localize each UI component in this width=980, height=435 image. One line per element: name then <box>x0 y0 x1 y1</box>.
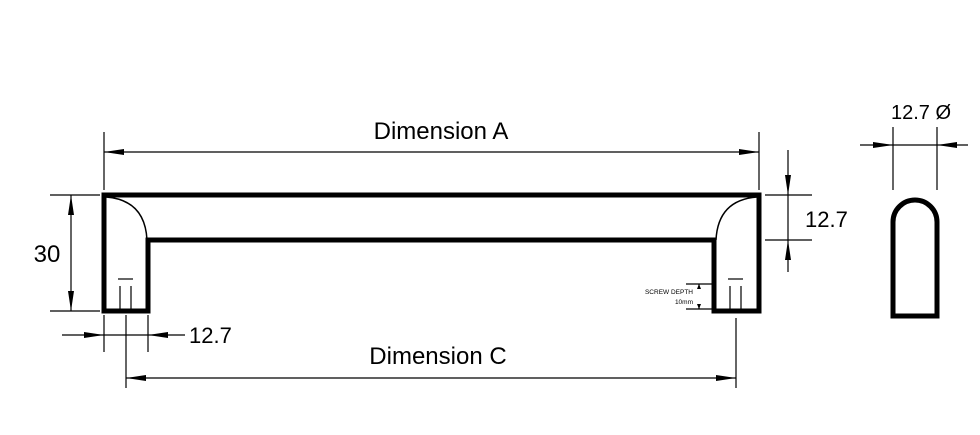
dimension-leg-width: 12.7 <box>62 315 232 388</box>
bar-thickness-label: 12.7 <box>805 207 848 232</box>
dimension-c: Dimension C <box>126 318 737 388</box>
screw-depth-annotation: SCREW DEPTH 10mm <box>645 283 712 310</box>
leg-width-label: 12.7 <box>189 323 232 348</box>
dimension-c-label: Dimension C <box>369 343 506 370</box>
dimension-a: Dimension A <box>103 118 760 190</box>
dimension-a-label: Dimension A <box>374 118 509 145</box>
screw-hole-right <box>728 278 743 309</box>
dimension-height: 30 <box>34 194 100 312</box>
screw-hole-left <box>118 278 133 309</box>
handle-side-profile: 12.7 Ø <box>860 102 968 319</box>
screw-depth-value: 10mm <box>675 299 693 306</box>
dimension-bar-thickness: 12.7 <box>765 150 848 272</box>
height-label: 30 <box>34 241 61 268</box>
screw-depth-title: SCREW DEPTH <box>645 289 693 296</box>
diameter-label: 12.7 Ø <box>891 102 951 124</box>
handle-front-view <box>101 192 762 314</box>
